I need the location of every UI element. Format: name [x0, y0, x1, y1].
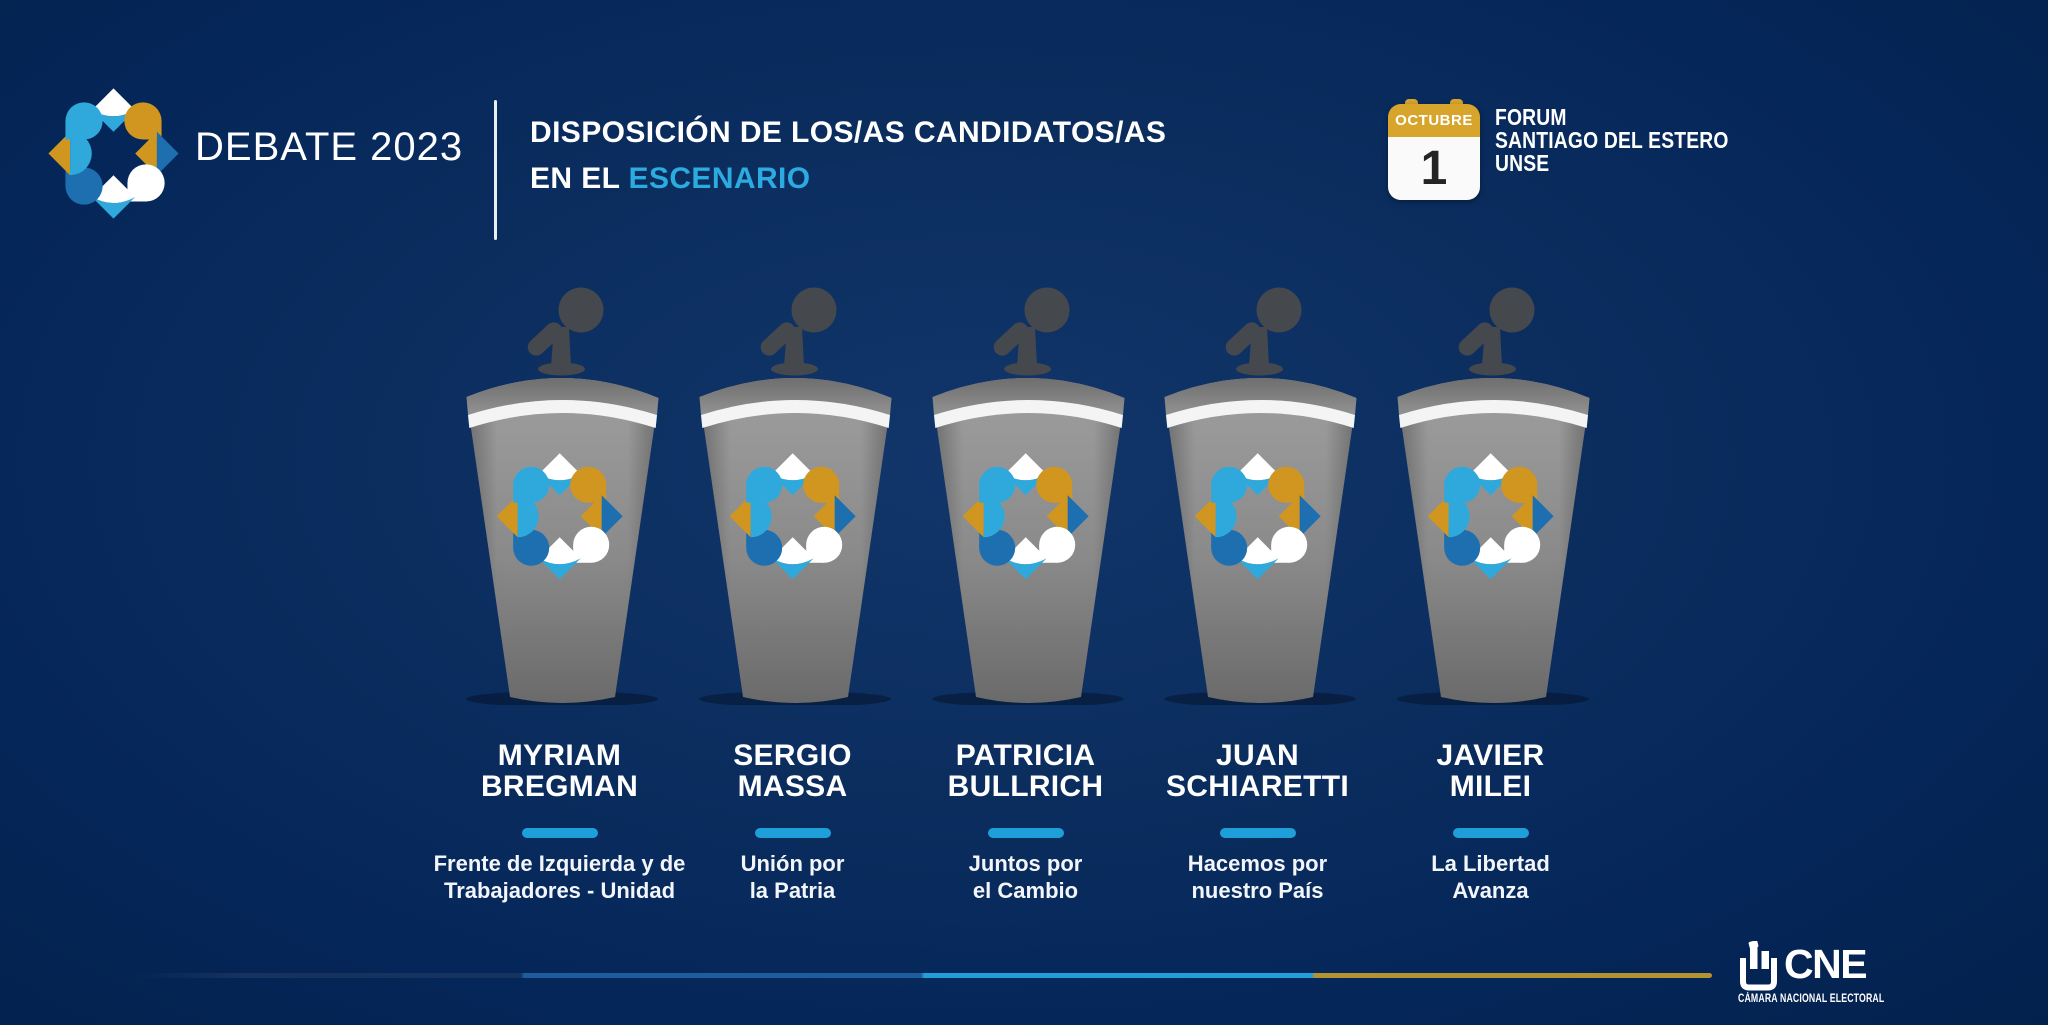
header-divider: [494, 100, 497, 240]
party-name: Unión por la Patria: [740, 851, 845, 903]
name-underline: [987, 828, 1064, 838]
page-title-highlight: ESCENARIO: [628, 162, 811, 195]
podium-with-microphone-icon: [443, 285, 676, 705]
podium-with-microphone-icon: [1374, 285, 1607, 705]
candidate-name: JAVIER MILEI: [1436, 739, 1545, 803]
venue-line2: SANTIAGO DEL ESTERO: [1495, 127, 1729, 153]
party-name: Hacemos por nuestro País: [1187, 851, 1328, 903]
name-underline: [754, 828, 831, 838]
party-name: La Libertad Avanza: [1431, 851, 1550, 903]
cne-acronym: CNE: [1784, 941, 1868, 987]
calendar-month: OCTUBRE: [1388, 104, 1480, 137]
podium-with-microphone-icon: [676, 285, 909, 705]
candidate-column-schiaretti: JUAN SCHIARETTI Hacemos por nuestro País: [1141, 285, 1374, 925]
cne-logo: CNE: [1738, 941, 1868, 992]
venue-line1: FORUM: [1495, 104, 1567, 130]
candidate-name: PATRICIA BULLRICH: [947, 739, 1104, 803]
venue-info: FORUM SANTIAGO DEL ESTERO UNSE: [1495, 106, 1773, 175]
calendar-icon: OCTUBRE 1: [1388, 99, 1480, 200]
candidate-name: MYRIAM BREGMAN: [480, 739, 639, 803]
candidate-column-bregman: MYRIAM BREGMAN Frente de Izquierda y de Tr…: [434, 285, 685, 925]
brand-title: DEBATE 2023: [195, 125, 464, 169]
candidate-column-milei: JAVIER MILEI La Libertad Avanza: [1374, 285, 1607, 925]
party-name: Juntos por el Cambio: [968, 851, 1083, 903]
calendar-day: 1: [1388, 137, 1480, 200]
candidate-column-massa: SERGIO MASSA Unión por la Patria: [676, 285, 909, 925]
page-title: DISPOSICIÓN DE LOS/AS CANDIDATOS/AS EN E…: [530, 110, 1166, 202]
candidate-column-bullrich: PATRICIA BULLRICH Juntos por el Cambio: [909, 285, 1142, 925]
venue-line3: UNSE: [1495, 150, 1550, 176]
page-title-line2: EN EL ESCENARIO: [530, 162, 811, 195]
cne-full-name: CÁMARA NACIONAL ELECTORAL: [1738, 993, 1885, 1005]
page-title-line1: DISPOSICIÓN DE LOS/AS CANDIDATOS/AS: [530, 116, 1167, 149]
candidate-name: SERGIO MASSA: [733, 739, 852, 803]
candidate-name: JUAN SCHIARETTI: [1166, 739, 1349, 803]
name-underline: [1452, 828, 1529, 838]
name-underline: [521, 828, 598, 838]
podium-with-microphone-icon: [909, 285, 1142, 705]
party-name: Frente de Izquierda y de Trabajadores - U…: [433, 851, 686, 903]
footer-accent-line: [130, 973, 1712, 978]
ballot-box-icon: [1738, 941, 1779, 992]
podium-with-microphone-icon: [1141, 285, 1374, 705]
name-underline: [1219, 828, 1296, 838]
